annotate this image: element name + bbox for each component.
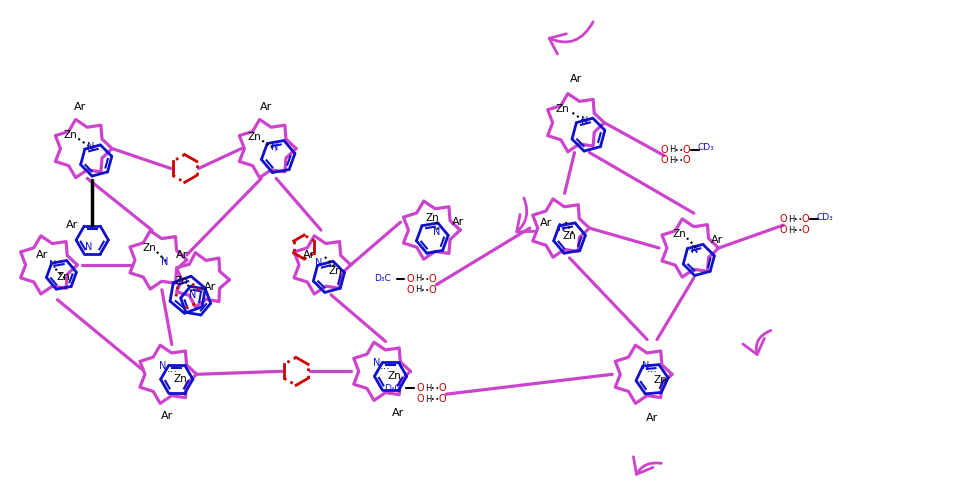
Text: ···: ···: [647, 368, 658, 377]
Text: O: O: [438, 394, 446, 404]
Text: O: O: [416, 383, 424, 393]
Text: O: O: [802, 225, 809, 235]
Text: N: N: [373, 358, 380, 369]
Text: Ar: Ar: [710, 235, 723, 245]
Text: Zn: Zn: [64, 129, 77, 140]
Text: Ar: Ar: [570, 74, 583, 84]
Text: Ar: Ar: [540, 218, 552, 228]
Text: N: N: [432, 227, 440, 237]
Text: Zn: Zn: [174, 276, 188, 286]
Text: Zn: Zn: [57, 272, 71, 282]
Text: N: N: [161, 257, 169, 267]
Text: Zn: Zn: [653, 375, 667, 385]
Text: D₃C: D₃C: [384, 384, 401, 393]
Text: O: O: [407, 274, 415, 284]
Text: Ar: Ar: [175, 250, 188, 260]
Text: Ar: Ar: [36, 250, 49, 260]
Text: H: H: [788, 215, 795, 224]
Text: N: N: [581, 116, 588, 125]
Text: H: H: [425, 395, 431, 404]
Text: N: N: [270, 141, 278, 152]
Text: O: O: [802, 214, 809, 224]
Text: H: H: [668, 156, 675, 165]
Text: Zn: Zn: [248, 131, 262, 142]
Text: O: O: [779, 225, 787, 235]
Text: O: O: [682, 155, 690, 166]
Text: N: N: [316, 258, 322, 268]
Text: H: H: [668, 145, 675, 154]
Text: Zn: Zn: [556, 104, 569, 114]
Text: ···: ···: [380, 365, 391, 374]
Text: O: O: [438, 383, 446, 393]
Text: N: N: [49, 260, 56, 270]
Text: N: N: [86, 141, 94, 152]
Text: Ar: Ar: [646, 413, 659, 423]
Text: D₃C: D₃C: [374, 274, 391, 283]
Text: Ar: Ar: [74, 102, 86, 112]
Text: N: N: [84, 242, 92, 252]
Text: N: N: [558, 223, 565, 233]
Text: Ar: Ar: [67, 220, 78, 230]
Text: O: O: [407, 285, 415, 295]
Text: Zn: Zn: [563, 231, 576, 241]
Text: N: N: [691, 245, 699, 255]
Text: Ar: Ar: [303, 250, 316, 260]
Text: CD₃: CD₃: [698, 143, 714, 152]
Text: N: N: [189, 290, 196, 300]
Text: Zn: Zn: [425, 213, 439, 223]
Text: N: N: [643, 361, 650, 372]
Text: Ar: Ar: [204, 282, 216, 292]
Text: CD₃: CD₃: [816, 213, 833, 222]
Text: Zn: Zn: [672, 229, 686, 239]
Text: Zn: Zn: [329, 266, 343, 276]
Text: ···: ···: [167, 368, 177, 377]
Text: H: H: [416, 274, 421, 283]
Text: Zn: Zn: [173, 374, 187, 384]
Text: N: N: [159, 361, 167, 372]
Text: O: O: [416, 394, 424, 404]
Text: Ar: Ar: [161, 411, 172, 421]
Text: O: O: [661, 144, 667, 155]
Text: H: H: [788, 226, 795, 235]
Text: Zn: Zn: [388, 372, 402, 381]
Text: Ar: Ar: [260, 102, 272, 112]
Text: Zn: Zn: [142, 243, 156, 253]
Text: O: O: [661, 155, 667, 166]
Text: O: O: [682, 144, 690, 155]
Text: O: O: [428, 274, 436, 284]
Text: H: H: [425, 384, 431, 393]
Text: H: H: [416, 285, 421, 294]
Text: O: O: [428, 285, 436, 295]
Text: Ar: Ar: [392, 408, 405, 418]
Text: O: O: [779, 214, 787, 224]
Text: Ar: Ar: [452, 217, 465, 227]
